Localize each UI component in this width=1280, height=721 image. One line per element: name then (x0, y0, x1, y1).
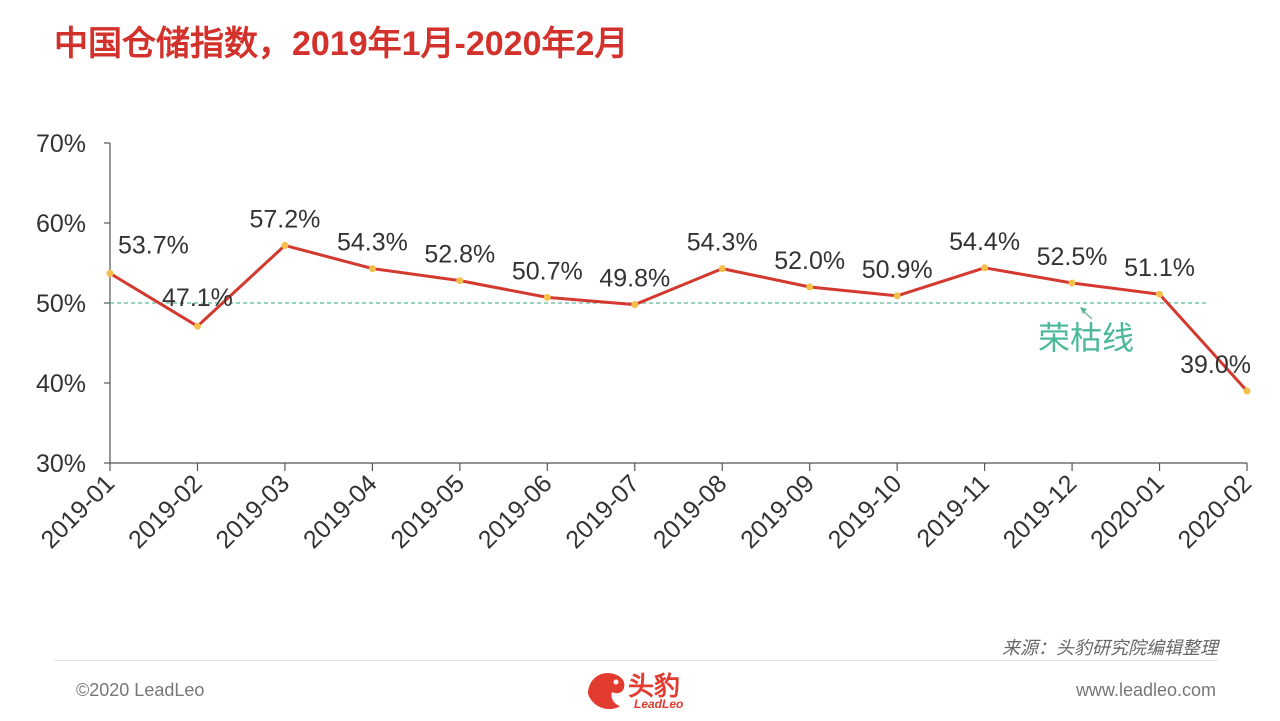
website-link[interactable]: www.leadleo.com (1075, 680, 1216, 700)
data-label: 52.0% (774, 247, 845, 275)
data-point (193, 322, 201, 330)
x-tick-label: 2020-01 (1085, 469, 1170, 554)
data-point (806, 283, 814, 291)
data-point (893, 292, 901, 300)
data-label: 54.4% (949, 228, 1020, 256)
data-point (981, 264, 989, 272)
footer-divider (54, 660, 1218, 661)
data-point (456, 277, 464, 285)
warehouse-index-chart: 30%40%50%60%70%2019-01 2019-02 2019-03 2019… (36, 130, 1258, 554)
copyright-text: ©2020 LeadLeo (76, 680, 205, 700)
logo-en-text: LeadLeo (634, 697, 684, 711)
data-point (718, 265, 726, 273)
y-tick-label: 30% (36, 450, 86, 478)
data-label: 39.0% (1180, 351, 1251, 379)
x-tick-label: 2019-10 (823, 469, 908, 554)
source-note: 来源：头豹研究院编辑整理 (1002, 638, 1218, 658)
y-tick-label: 50% (36, 290, 86, 318)
x-tick-label: 2019-07 (560, 469, 645, 554)
data-label: 53.7% (118, 231, 189, 259)
x-tick-label: 2019-06 (473, 469, 558, 554)
reference-line-label: 荣枯线 (1038, 320, 1134, 356)
data-label: 47.1% (162, 284, 233, 312)
data-label: 49.8% (599, 265, 670, 293)
x-tick-label: 2019-11 (911, 469, 994, 552)
data-label: 54.3% (687, 229, 758, 257)
x-tick-label: 2019-02 (123, 469, 208, 554)
x-tick-label: 2019-12 (998, 469, 1083, 554)
y-tick-label: 60% (36, 210, 86, 238)
data-label: 52.5% (1037, 243, 1108, 271)
x-tick-label: 2019-04 (298, 469, 383, 554)
data-point (1068, 279, 1076, 287)
data-label: 50.7% (512, 257, 583, 285)
data-point (1243, 387, 1251, 395)
data-label: 52.8% (424, 241, 495, 269)
reference-arrow-head (1080, 307, 1087, 314)
page-title: 中国仓储指数，2019年1月-2020年2月 (54, 25, 629, 63)
y-tick-label: 40% (36, 370, 86, 398)
leopard-logo-icon (588, 672, 625, 710)
leadleo-logo: 头豹 LeadLeo (582, 664, 712, 716)
data-point (281, 241, 289, 249)
data-point (631, 301, 639, 309)
series-line (109, 243, 1249, 393)
y-tick-label: 70% (36, 130, 86, 158)
x-tick-label: 2019-05 (385, 469, 470, 554)
data-point (543, 293, 551, 301)
data-point (368, 265, 376, 273)
data-label: 50.9% (862, 256, 933, 284)
logo-cn-text: 头豹 (628, 671, 681, 701)
data-label: 51.1% (1124, 254, 1195, 282)
data-point (1156, 290, 1164, 298)
data-label: 57.2% (249, 205, 320, 233)
x-tick-label: 2020-02 (1173, 469, 1258, 554)
data-point (106, 269, 114, 277)
x-tick-label: 2019-09 (735, 469, 820, 554)
x-tick-label: 2019-08 (648, 469, 733, 554)
data-label: 54.3% (337, 229, 408, 257)
x-tick-label: 2019-03 (210, 469, 295, 554)
x-tick-label: 2019-01 (36, 469, 121, 554)
